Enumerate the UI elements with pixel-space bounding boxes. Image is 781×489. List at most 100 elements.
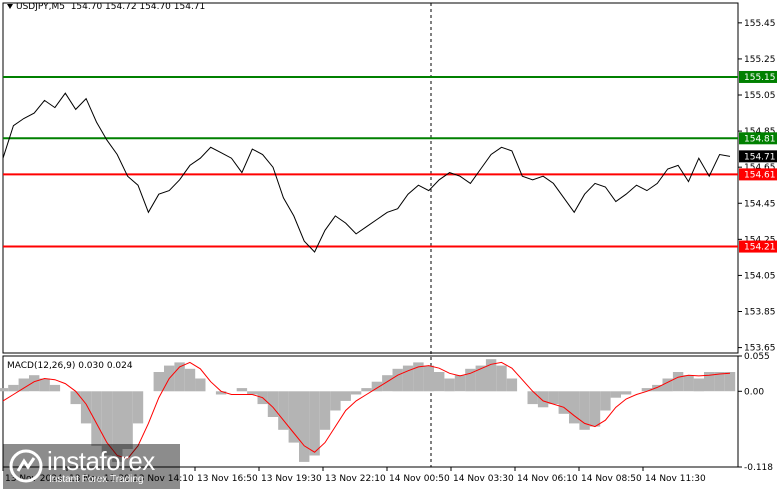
level-label: 154.61	[744, 170, 776, 180]
macd-bar	[18, 378, 29, 392]
macd-bar	[236, 388, 248, 392]
level-label-box	[739, 70, 777, 83]
macd-bar	[620, 391, 632, 395]
logo-name: instaforex	[47, 446, 155, 476]
logo-tagline: Instant Forex Trading	[49, 474, 144, 485]
macd-bar	[153, 372, 164, 392]
time-tick-label: 14 Nov 03:30	[453, 474, 514, 484]
level-label: 154.21	[744, 243, 776, 253]
macd-bar	[101, 391, 113, 456]
macd-bar	[672, 372, 684, 392]
macd-bar	[683, 375, 694, 392]
macd-bar	[382, 375, 393, 392]
macd-bar	[392, 368, 403, 392]
price-tick-label: 154.65	[744, 163, 776, 173]
macd-bar	[195, 378, 206, 392]
macd-bar	[537, 391, 549, 408]
price-tick-label: 153.65	[744, 344, 776, 354]
macd-bar	[340, 391, 351, 401]
macd-bar	[600, 391, 611, 411]
macd-bar	[319, 391, 331, 430]
price-tick-label: 155.25	[744, 55, 776, 65]
macd-tick-label: -0.118	[744, 463, 773, 473]
macd-bar	[70, 391, 81, 405]
macd-bar	[579, 391, 590, 430]
dropdown-triangle-icon[interactable]	[7, 4, 13, 9]
macd-bar	[413, 362, 424, 392]
macd-bar	[91, 391, 102, 446]
ohlc-values: 154.70 154.72 154.70 154.71	[70, 2, 206, 12]
level-label: 155.15	[744, 73, 776, 83]
level-label-box	[739, 168, 777, 181]
time-tick-label: 14 Nov 00:50	[389, 474, 450, 484]
macd-bar	[288, 391, 299, 443]
macd-bar	[361, 388, 372, 392]
macd-bar	[132, 391, 144, 424]
macd-bar	[49, 384, 61, 392]
macd-bar	[80, 391, 92, 424]
level-lines: 155.15 154.81 154.61 154.21	[3, 70, 777, 253]
macd-bar	[610, 391, 621, 398]
level-label-box	[739, 240, 777, 253]
price-tick-label: 155.45	[744, 19, 776, 29]
macd-bar	[350, 391, 362, 395]
macd-bar	[548, 391, 559, 405]
chart-header: USDJPY,M5 154.70 154.72 154.70 154.71	[7, 2, 205, 12]
macd-bar	[569, 391, 580, 424]
price-tick-label: 154.05	[744, 271, 776, 281]
macd-bar	[8, 384, 19, 392]
time-tick-label: 13 Nov 19:30	[261, 474, 322, 484]
instaforex-logo: instaforex Instant Forex Trading	[3, 444, 180, 489]
time-tick-label: 13 Nov 14:10	[133, 474, 194, 484]
time-tick-label: 13 Nov 11:30	[69, 474, 130, 484]
time-tick-label: 13 Nov 16:50	[197, 474, 258, 484]
price-panel	[2, 2, 739, 354]
macd-bar	[330, 391, 341, 411]
macd-bar	[724, 372, 736, 392]
instaforex-logo-icon	[9, 449, 43, 483]
macd-bar	[589, 391, 601, 427]
level-label: 154.81	[744, 134, 776, 144]
current-price-text: 154.71	[744, 152, 776, 162]
macd-bar	[0, 388, 9, 392]
price-tick-label: 154.45	[744, 199, 776, 209]
macd-bar	[662, 378, 673, 392]
macd-bar	[652, 384, 663, 392]
macd-bar	[267, 391, 279, 417]
macd-bar	[39, 378, 50, 392]
current-price-box	[739, 150, 777, 163]
time-tick-label: 14 Nov 06:10	[517, 474, 578, 484]
macd-bar	[641, 388, 653, 392]
macd-bar	[29, 375, 40, 392]
macd-bar	[527, 391, 538, 405]
macd-bar	[215, 391, 227, 395]
macd-bar	[371, 381, 383, 392]
time-tick-label: 13 Nov 22:10	[325, 474, 386, 484]
time-tick-label: 14 Nov 08:50	[581, 474, 642, 484]
macd-signal-line	[2, 361, 731, 460]
macd-bar	[465, 368, 476, 392]
macd-bar	[174, 362, 185, 392]
macd-bar	[423, 365, 434, 392]
macd-tick-label: 0.00	[744, 387, 764, 397]
price-axis: 155.45 155.25 155.05 154.85 154.65 154.45 154.…	[738, 19, 776, 354]
price-tick-label: 154.25	[744, 235, 776, 245]
macd-bar	[475, 365, 486, 392]
macd-bar	[485, 359, 497, 392]
macd-bar	[247, 391, 258, 395]
macd-axis: 0.055 0.00 -0.118	[738, 352, 773, 473]
price-tick-label: 153.85	[744, 308, 776, 318]
macd-bar	[122, 391, 133, 449]
current-price-label: 154.71	[739, 150, 777, 163]
macd-bar	[309, 391, 320, 456]
level-label-box	[739, 132, 777, 145]
price-tick-label: 154.85	[744, 127, 776, 137]
price-series-line	[2, 92, 731, 253]
macd-bar	[184, 368, 196, 392]
macd-bar	[444, 378, 455, 392]
macd-bar	[112, 391, 123, 462]
macd-bar	[278, 391, 289, 430]
macd-bar	[496, 365, 507, 392]
macd-bar	[454, 375, 466, 392]
